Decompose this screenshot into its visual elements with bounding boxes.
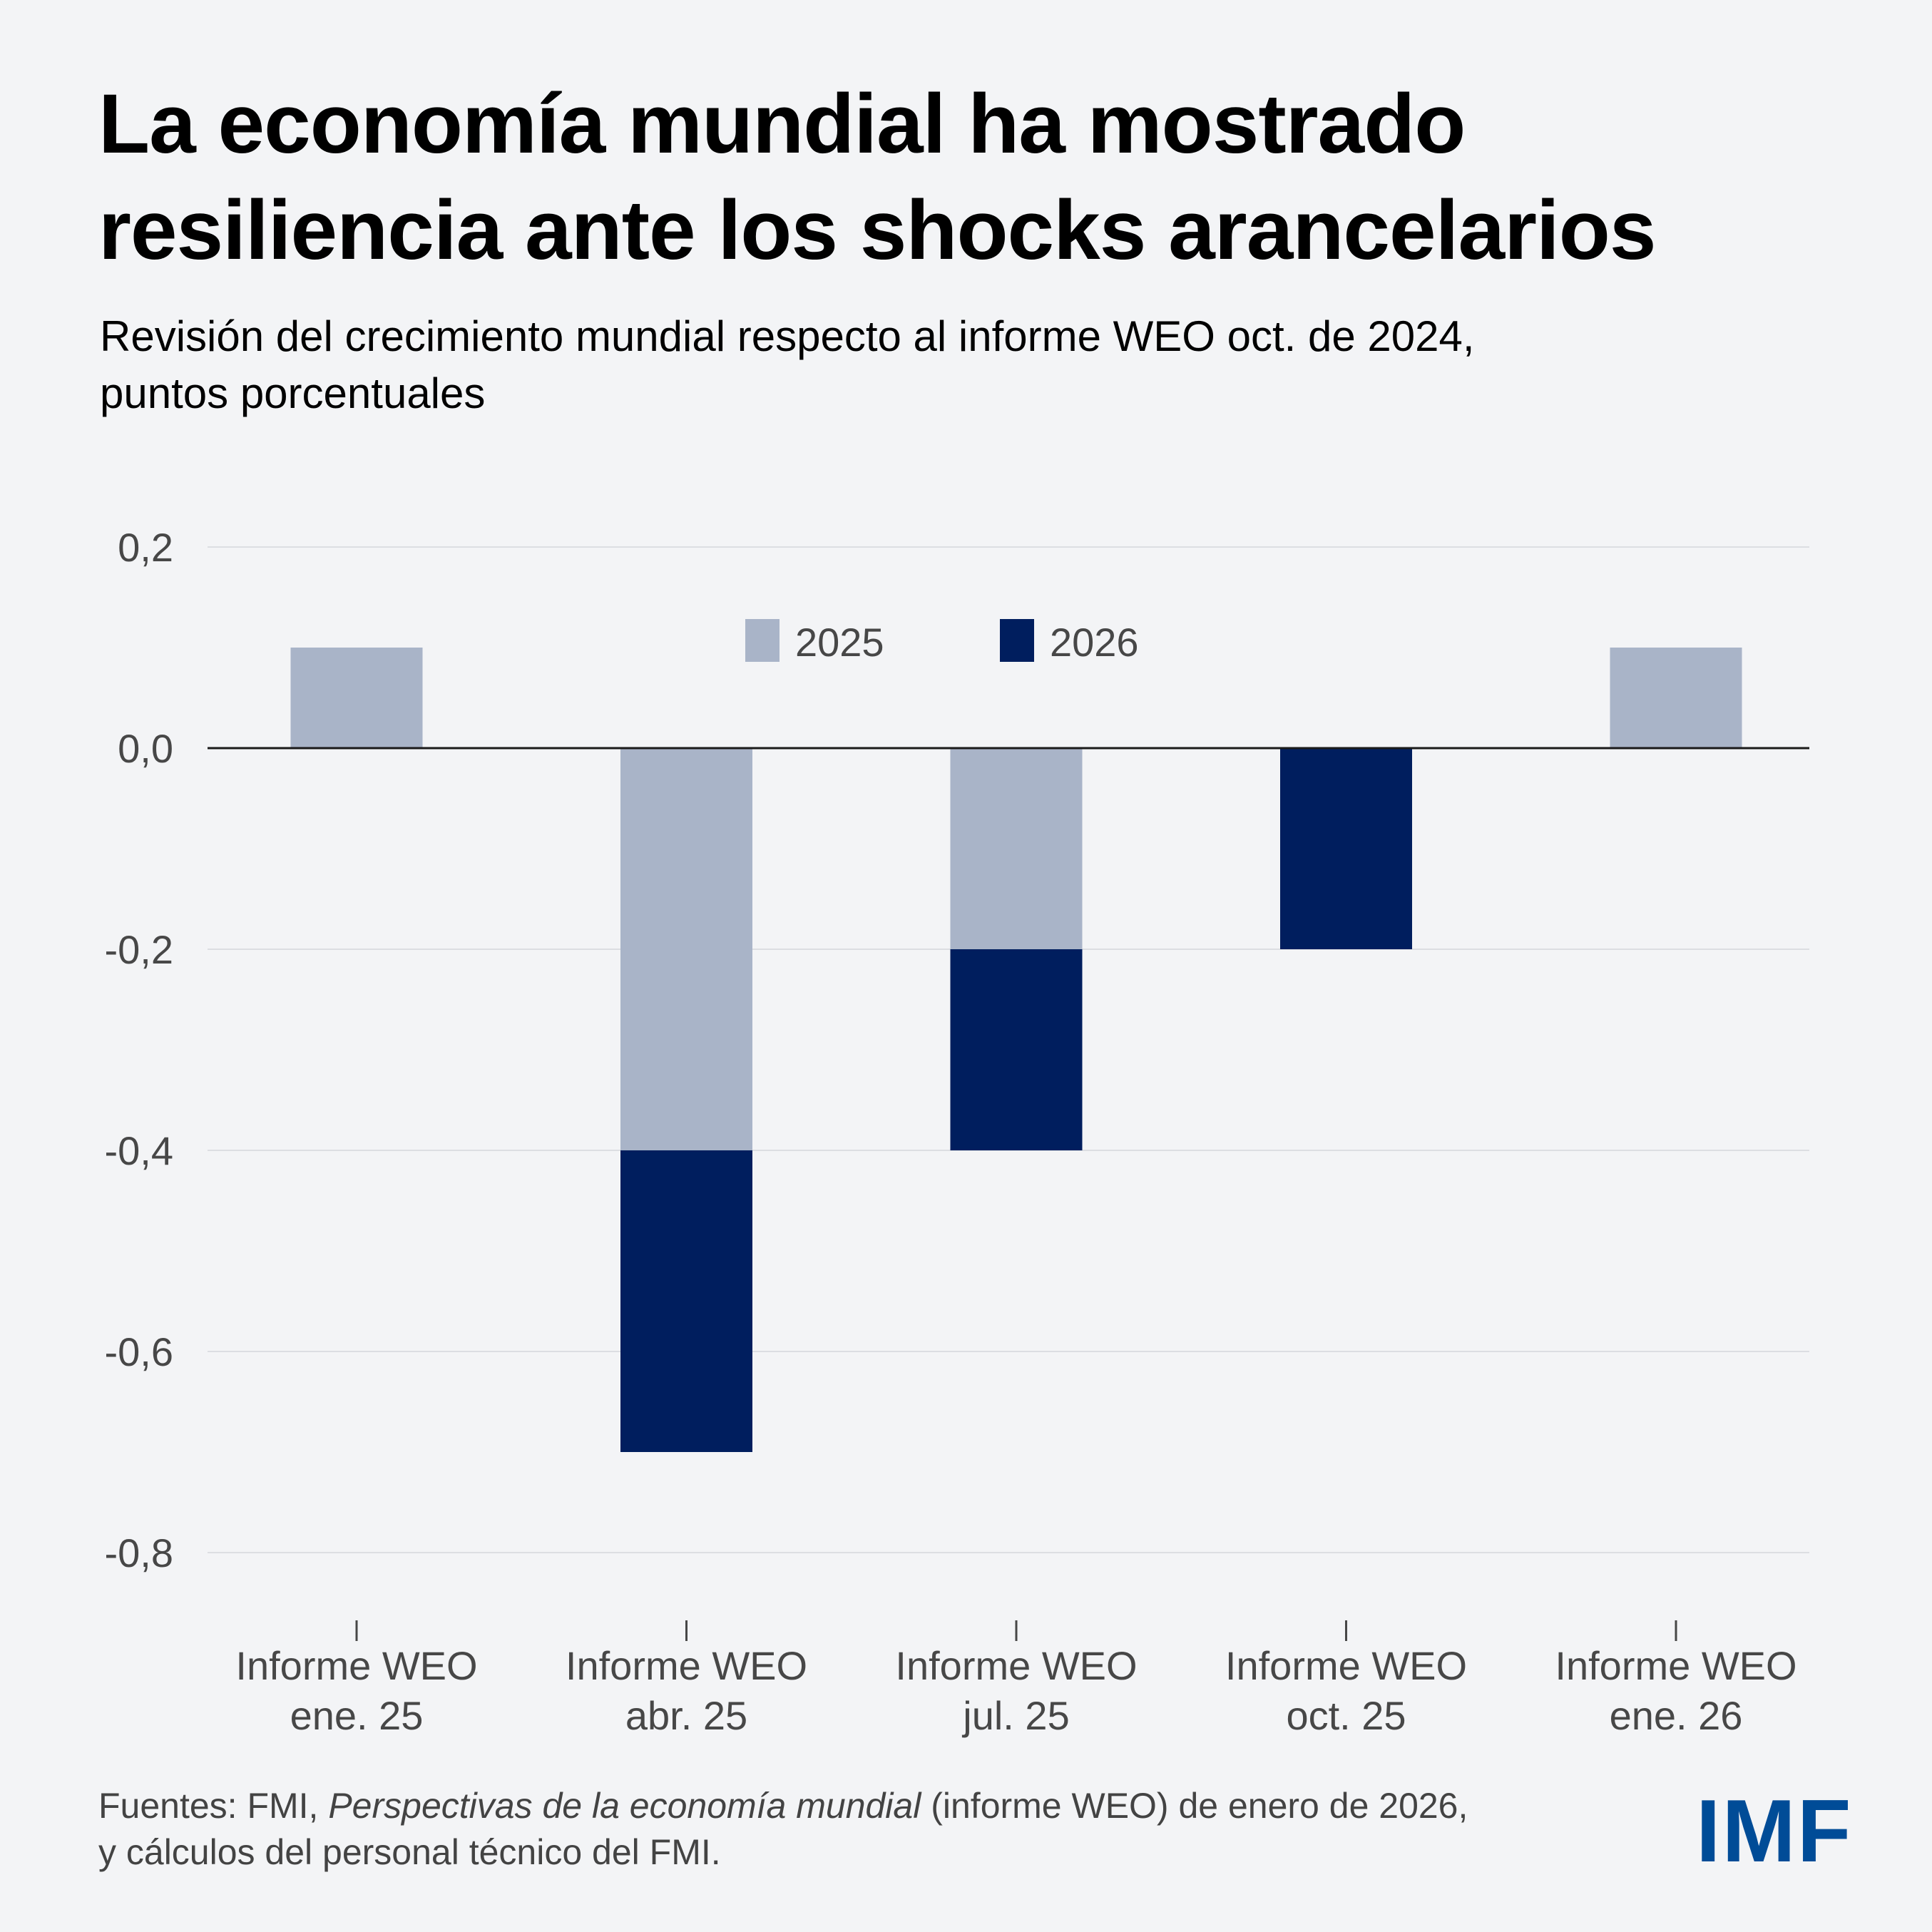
y-tick-label: -0,2 [105,927,174,972]
bar-2026-2 [950,949,1083,1150]
x-tick-label-line-1: Informe WEO [1555,1643,1796,1688]
x-tick-label-line-2: oct. 25 [1286,1693,1406,1738]
bar-2025-1 [620,748,752,1150]
y-tick-label: 0,2 [118,525,173,570]
legend-label-2026: 2026 [1050,620,1139,665]
y-tick-label: 0,0 [118,726,173,771]
x-tick-label-line-2: ene. 26 [1610,1693,1743,1738]
y-tick-label: -0,8 [105,1530,174,1575]
chart-subtitle-line-2: puntos porcentuales [100,369,486,417]
chart-subtitle: Revisión del crecimiento mundial respect… [100,308,1475,422]
x-tick-label-line-1: Informe WEO [895,1643,1137,1688]
bar-2025-0 [290,648,423,748]
source-prefix: Fuentes: FMI, [98,1786,329,1826]
source-suffix: (informe WEO) de enero de 2026, [921,1786,1468,1826]
bar-2025-2 [950,748,1083,949]
bar-2026-3 [1280,748,1412,949]
chart-subtitle-line-1: Revisión del crecimiento mundial respect… [100,312,1475,360]
x-tick-label-line-2: jul. 25 [961,1693,1069,1738]
chart-title-line-2: resiliencia ante los shocks arancelarios [98,183,1657,277]
source-note: Fuentes: FMI, Perspectivas de la economí… [98,1783,1468,1876]
x-axis: Informe WEO ene. 25 Informe WEO abr. 25 Info… [235,1620,1797,1738]
source-note-line-1: Fuentes: FMI, Perspectivas de la economí… [98,1783,1468,1829]
x-tick-label-line-1: Informe WEO [235,1643,477,1688]
legend-label-2025: 2025 [795,620,884,665]
legend: 2025 2026 [745,619,1139,665]
x-tick-label-line-2: ene. 25 [290,1693,424,1738]
y-axis: 0,2 0,0 -0,2 -0,4 -0,6 -0,8 [105,525,174,1575]
bars [290,648,1742,1452]
bar-2026-1 [620,1150,752,1452]
x-tick-label-line-2: abr. 25 [625,1693,747,1738]
x-tick-label-line-1: Informe WEO [566,1643,807,1688]
y-tick-label: -0,6 [105,1329,174,1374]
x-tick-label-line-1: Informe WEO [1225,1643,1467,1688]
imf-logo: IMF [1696,1782,1853,1881]
legend-swatch-2025 [745,619,780,662]
chart-title-line-1: La economía mundial ha mostrado [98,77,1466,171]
legend-swatch-2026 [1000,619,1034,662]
y-tick-label: -0,4 [105,1128,174,1173]
source-note-line-2: y cálculos del personal técnico del FMI. [98,1832,721,1872]
chart-title: La economía mundial ha mostrado resilien… [98,71,1846,284]
bar-2025-4 [1610,648,1742,748]
source-publication-title: Perspectivas de la economía mundial [328,1786,921,1826]
